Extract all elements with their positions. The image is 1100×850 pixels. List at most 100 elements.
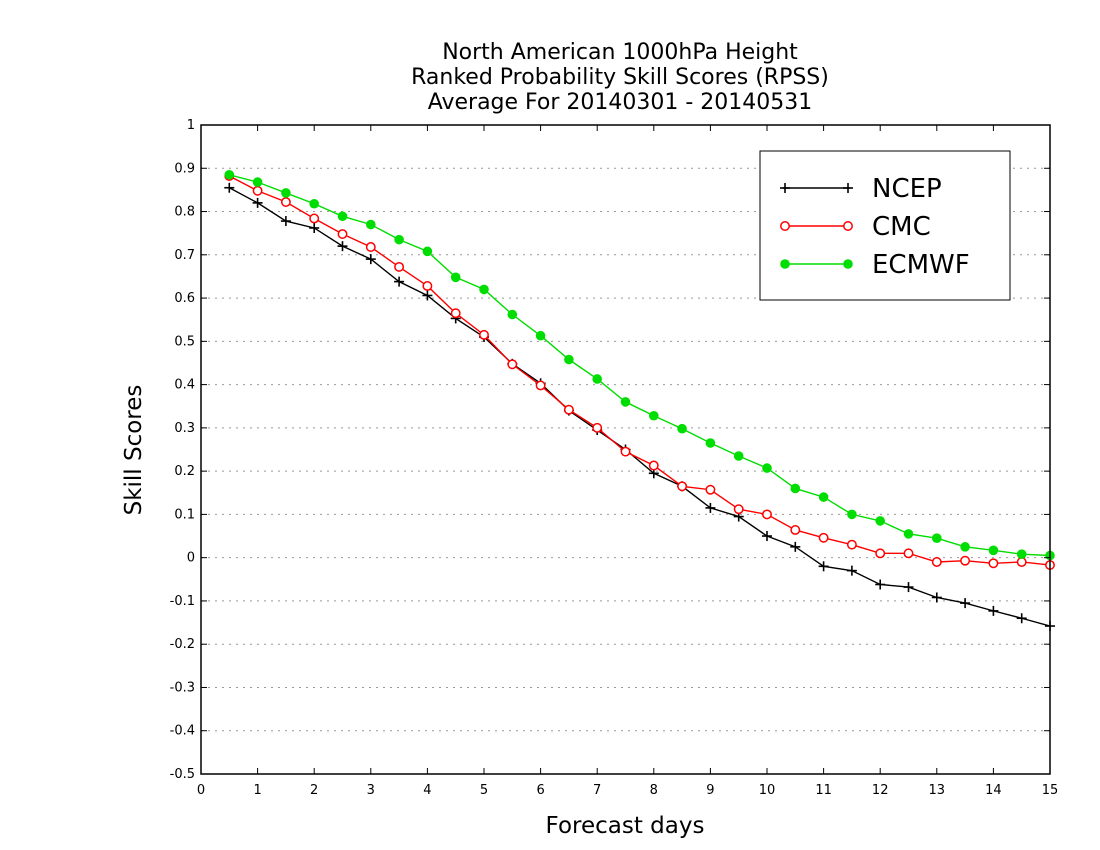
ncep-point [1016, 613, 1027, 624]
cmc-point [762, 509, 772, 520]
y-tick-label: 0 [187, 551, 195, 566]
cmc-point [903, 548, 914, 559]
cmc-point [337, 229, 348, 239]
legend-label-ncep: NCEP [872, 174, 942, 204]
x-tick-label: 5 [480, 783, 488, 798]
ecmwf-point [903, 529, 914, 539]
ecmwf-point [762, 463, 772, 473]
y-tick-label: 0.8 [174, 205, 195, 220]
x-tick-label: 14 [985, 783, 1002, 798]
y-tick-label: 0.1 [174, 507, 195, 522]
y-tick-label: 0.9 [174, 161, 195, 176]
ecmwf-point [366, 219, 376, 230]
legend-label-ecmwf: ECMWF [872, 250, 970, 280]
ecmwf-point [988, 545, 999, 556]
ncep-point [337, 241, 348, 252]
x-tick-label: 11 [815, 783, 832, 798]
cmc-point [422, 281, 433, 291]
chart-title-line-1: North American 1000hPa Height [442, 40, 798, 65]
cmc-point [309, 213, 320, 224]
ncep-point [931, 592, 942, 603]
ecmwf-point [733, 451, 744, 461]
y-tick-label: -0.3 [170, 680, 195, 695]
ecmwf-point [620, 397, 631, 407]
y-axis-label: Skill Scores [121, 385, 147, 516]
legend-marker-left-ncep [780, 183, 790, 193]
y-tick-label: -0.1 [170, 594, 195, 609]
x-tick-label: 10 [759, 783, 776, 798]
cmc-point [988, 558, 999, 569]
y-tick-label: -0.2 [170, 637, 195, 652]
y-tick-label: 0.4 [174, 378, 195, 393]
x-tick-label: 6 [536, 783, 544, 798]
cmc-point [365, 242, 376, 252]
ecmwf-point [1016, 549, 1027, 560]
ncep-line [228, 187, 1051, 627]
x-tick-label: 2 [310, 783, 318, 798]
legend-label-cmc: CMC [872, 212, 931, 242]
ecmwf-point [705, 438, 716, 448]
ecmwf-point [960, 542, 970, 552]
legend-item-ncep: NCEP [780, 174, 942, 204]
cmc-point [450, 308, 461, 319]
chart-title-line-2: Ranked Probability Skill Scores (RPSS) [411, 65, 829, 90]
ecmwf-point [847, 509, 857, 520]
cmc-point [931, 557, 942, 567]
y-tick-label: -0.5 [170, 767, 195, 782]
ncep-point [960, 598, 971, 609]
ncep-point [988, 605, 999, 616]
legend-item-ecmwf: ECMWF [780, 250, 970, 280]
ecmwf-point [875, 516, 885, 526]
ecmwf-point [649, 410, 659, 421]
cmc-point [394, 261, 405, 272]
chart-title: North American 1000hPa Height Ranked Pro… [411, 40, 829, 115]
ecmwf-point [677, 423, 687, 434]
ncep-point [394, 276, 405, 287]
legend-marker-right-ecmwf [843, 259, 853, 269]
x-tick-label: 8 [650, 783, 658, 798]
ecmwf-point [818, 492, 829, 502]
ecmwf-point [564, 354, 574, 365]
x-tick-label: 9 [706, 783, 714, 798]
axis-ticks: -0.5 -0.4 -0.3 -0.2 -0.1 0 0.1 0.2 0.3 0.4 0.5 0.6 0… [170, 118, 1059, 798]
ncep-point [365, 254, 376, 265]
cmc-point [1016, 557, 1027, 567]
legend-marker-left-cmc [780, 221, 790, 231]
cmc-point [563, 404, 574, 415]
ncep-point [762, 531, 772, 542]
ecmwf-point [535, 330, 546, 341]
series-ecmwf [224, 169, 1055, 561]
chart-title-line-3: Average For 20140301 - 20140531 [428, 90, 813, 115]
cmc-point [846, 539, 857, 550]
ecmwf-point [422, 246, 433, 257]
cmc-point [790, 525, 801, 535]
cmc-point [252, 185, 263, 196]
ncep-point [818, 561, 829, 572]
x-tick-label: 1 [253, 783, 261, 798]
x-axis-label: Forecast days [546, 813, 705, 839]
x-tick-label: 12 [872, 783, 889, 798]
y-tick-label: 1 [187, 118, 195, 133]
x-tick-label: 3 [367, 783, 375, 798]
ncep-point [705, 502, 716, 513]
ecmwf-point [932, 533, 942, 543]
ecmwf-point [592, 374, 602, 384]
cmc-point [705, 484, 716, 495]
ncep-point [252, 197, 263, 208]
y-tick-label: 0.5 [174, 334, 195, 349]
ecmwf-point [790, 483, 801, 494]
x-tick-label: 7 [593, 783, 601, 798]
y-tick-label: -0.4 [170, 724, 195, 739]
y-tick-label: 0.2 [174, 464, 195, 479]
x-tick-label: 0 [197, 783, 205, 798]
x-tick-label: 13 [929, 783, 946, 798]
legend-marker-right-cmc [843, 221, 853, 231]
ncep-point [224, 182, 235, 193]
legend-marker-right-ncep [843, 183, 853, 193]
cmc-point [592, 422, 603, 433]
ncep-point [790, 541, 801, 552]
cmc-point [280, 197, 291, 207]
cmc-point [479, 329, 489, 340]
ncep-point [903, 582, 914, 593]
